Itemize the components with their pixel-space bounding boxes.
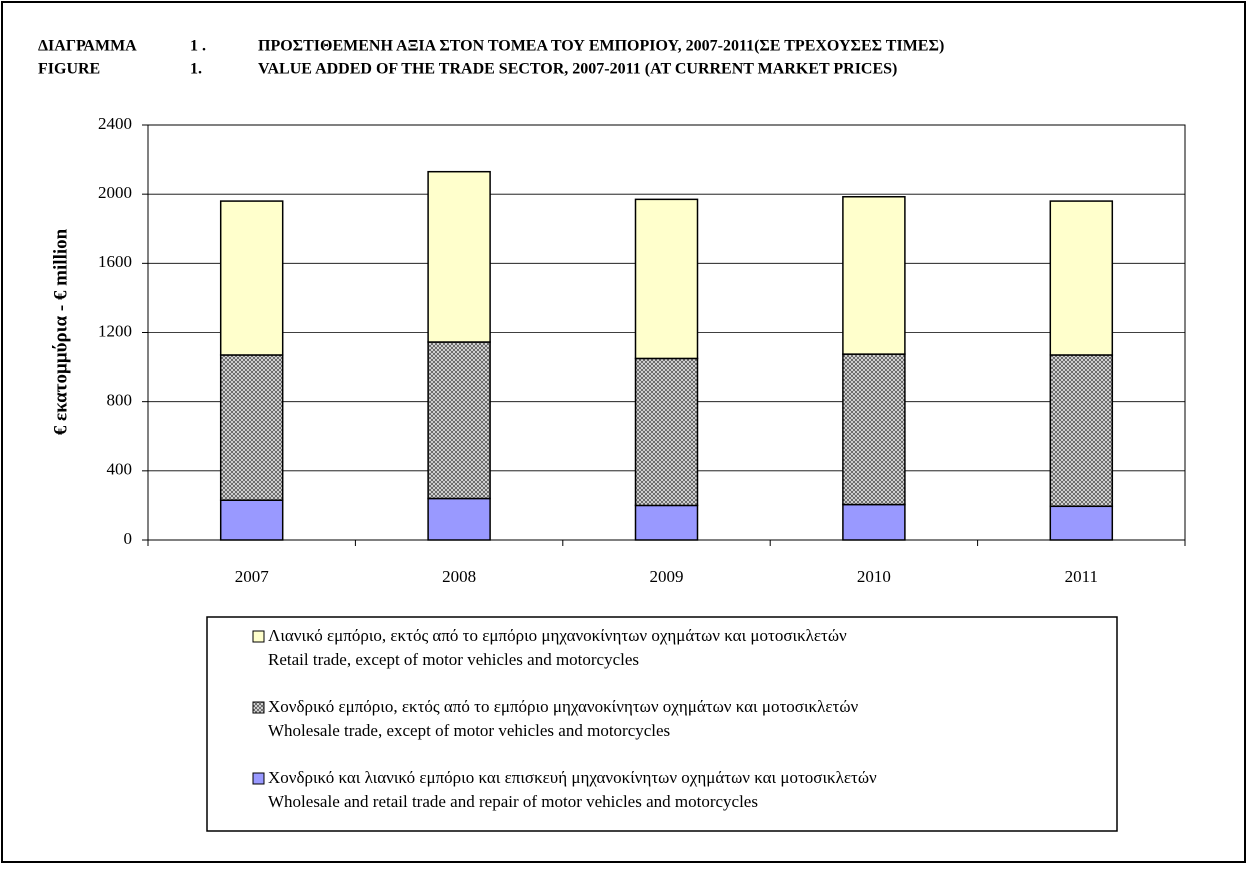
x-tick-label: 2008 xyxy=(442,567,476,586)
y-tick-label: 2000 xyxy=(98,183,132,202)
bar-segment xyxy=(842,196,906,355)
x-tick-label: 2011 xyxy=(1065,567,1098,586)
y-tick-label: 400 xyxy=(107,460,133,479)
bar-segment xyxy=(634,357,699,507)
legend-swatch xyxy=(252,701,265,714)
bar-segment xyxy=(427,341,491,500)
chart-title: ΠΡΟΣΤΙΘΕΜΕΝΗ ΑΞΙΑ ΣΤΟΝ ΤΟΜΕΑ ΤΟΥ ΕΜΠΟΡΙΟ… xyxy=(258,38,944,55)
bar-segment xyxy=(842,503,906,541)
bar-segment xyxy=(219,499,284,541)
chart-title: 1. xyxy=(190,61,202,78)
x-tick-label: 2007 xyxy=(235,567,270,586)
bar-segment xyxy=(427,170,491,343)
legend-swatch xyxy=(252,630,265,643)
bar-segment xyxy=(842,353,906,506)
bar-segment xyxy=(1049,505,1114,541)
legend-label: Λιανικό εμπόριο, εκτός από το εμπόριο μη… xyxy=(268,626,847,645)
bar-segment xyxy=(1049,354,1114,508)
chart-title: 1 . xyxy=(190,38,206,55)
legend-label: Χονδρικό εμπόριο, εκτός από το εμπόριο μ… xyxy=(268,697,859,716)
x-tick-label: 2010 xyxy=(857,567,891,586)
legend xyxy=(206,616,1118,832)
legend-label: Χονδρικό και λιανικό εμπόριο και επισκευ… xyxy=(268,768,877,787)
y-tick-label: 800 xyxy=(107,391,133,410)
y-tick-label: 2400 xyxy=(98,114,132,133)
bar-segment xyxy=(1049,200,1114,356)
legend-label: Wholesale trade, except of motor vehicle… xyxy=(268,721,670,740)
bar-segment xyxy=(427,497,491,541)
legend-label: Retail trade, except of motor vehicles a… xyxy=(268,650,639,669)
bar-segment xyxy=(634,198,699,360)
legend-swatch xyxy=(252,772,265,785)
chart-title: VALUE ADDED OF THE TRADE SECTOR, 2007-20… xyxy=(258,61,897,78)
chart-title: ΔΙΑΓΡΑΜΜΑ xyxy=(38,38,137,55)
bar-segment xyxy=(634,504,699,541)
x-tick-label: 2009 xyxy=(650,567,684,586)
y-tick-label: 0 xyxy=(124,529,133,548)
chart-title: FIGURE xyxy=(38,61,100,78)
legend-label: Wholesale and retail trade and repair of… xyxy=(268,792,758,811)
bar-segment xyxy=(219,354,284,501)
y-tick-label: 1600 xyxy=(98,252,132,271)
y-tick-label: 1200 xyxy=(98,321,132,340)
bar-segment xyxy=(219,200,284,356)
y-axis-label: € εκατομμύρια - € million xyxy=(50,228,71,435)
